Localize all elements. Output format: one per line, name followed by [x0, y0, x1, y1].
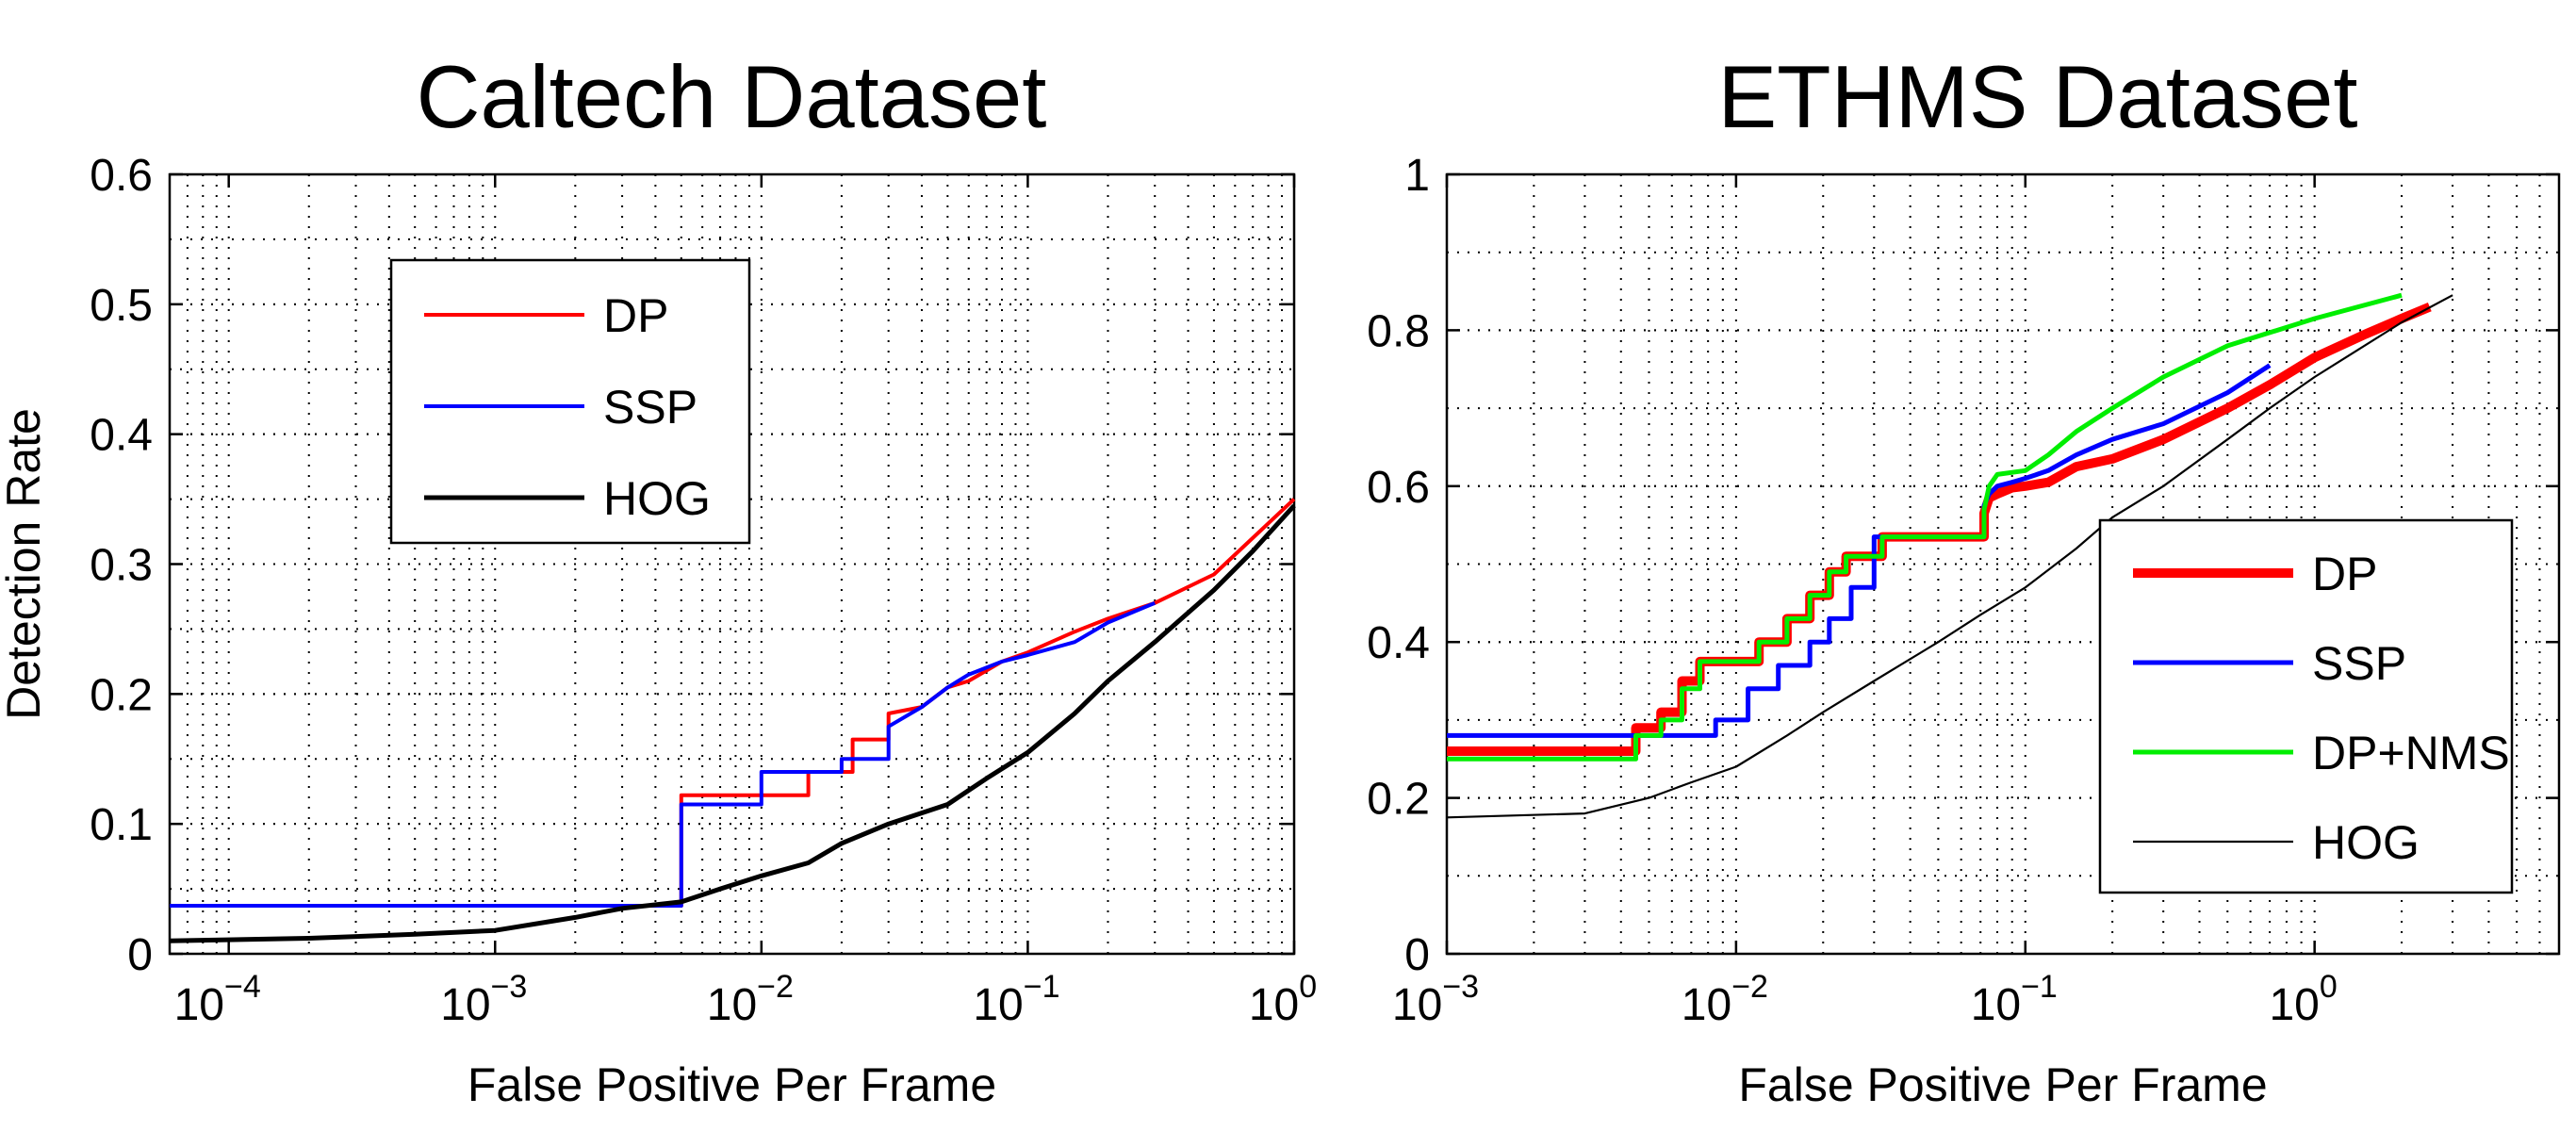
chart1-x-tick-label: 100	[1249, 969, 1317, 1030]
chart1-grid	[169, 173, 1295, 955]
chart1: Caltech Dataset 10−4 10−3 10−2 10−1 100 0 0.1 0.…	[0, 47, 1317, 1111]
chart1-legend-label: DP	[603, 289, 668, 342]
chart2-legend-label: HOG	[2312, 816, 2420, 869]
chart1-y-tick-label: 0.4	[90, 411, 153, 461]
chart2-legend-label: DP+NMS	[2312, 727, 2510, 779]
chart2-y-tick-label: 1	[1404, 151, 1430, 201]
chart2-y-tick-label: 0.6	[1367, 463, 1430, 513]
chart2-series-hog-line	[1446, 294, 2453, 819]
chart1-y-tick-label: 0.3	[90, 541, 153, 591]
chart2-y-tick-label: 0.4	[1367, 618, 1430, 668]
chart2-x-tick-label: 10−3	[1392, 969, 1479, 1030]
chart2-x-tick-label: 100	[2269, 969, 2337, 1030]
chart1-series-ssp-line	[170, 600, 1156, 908]
chart2-x-tick-label: 10−1	[1971, 969, 2058, 1030]
chart2-axes-box	[1445, 172, 2561, 956]
chart1-y-tick-label: 0	[127, 930, 153, 980]
chart2-x-tick-label: 10−2	[1682, 969, 1768, 1030]
chart1-title: Caltech Dataset	[417, 47, 1047, 146]
chart2-series-ssp-line	[1447, 363, 2272, 738]
chart1-legend-label: HOG	[603, 472, 711, 525]
chart1-series-dp-line	[170, 498, 1296, 908]
chart1-y-tick-label: 0.5	[90, 281, 153, 331]
chart1-x-axis-label: False Positive Per Frame	[468, 1058, 996, 1111]
chart1-series-hog-line	[169, 503, 1296, 943]
chart1-y-axis-label: Detection Rate	[0, 408, 50, 720]
chart2-y-tick-label: 0.2	[1367, 775, 1430, 825]
chart2-x-axis-label: False Positive Per Frame	[1738, 1058, 2267, 1111]
chart1-x-tick-label: 10−1	[973, 969, 1059, 1030]
chart2: ETHMS Dataset 10−3 10−2 10−1 100 0 0.2 0.4 0.6 0.…	[1367, 47, 2561, 1111]
chart2-legend-label: SSP	[2312, 637, 2406, 690]
chart1-y-tick-label: 0.1	[90, 800, 153, 850]
chart1-legend-label: SSP	[603, 381, 697, 434]
chart2-legend: DP SSP DP+NMS HOG	[2098, 518, 2514, 894]
chart2-y-tick-label: 0.8	[1367, 306, 1430, 356]
chart2-title: ETHMS Dataset	[1717, 47, 2357, 146]
chart1-x-tick-label: 10−2	[707, 969, 794, 1030]
chart1-legend: DP SSP HOG	[389, 258, 751, 545]
chart1-x-tick-label: 10−4	[174, 969, 261, 1030]
chart2-series-dp-nms-line	[1447, 292, 2403, 762]
chart2-legend-box	[2098, 518, 2514, 894]
chart2-legend-label: DP	[2312, 548, 2377, 600]
chart1-y-tick-label: 0.6	[90, 151, 153, 201]
chart1-x-tick-label: 10−3	[440, 969, 527, 1030]
chart1-y-tick-label: 0.2	[90, 670, 153, 720]
chart2-y-tick-label: 0	[1404, 930, 1430, 980]
